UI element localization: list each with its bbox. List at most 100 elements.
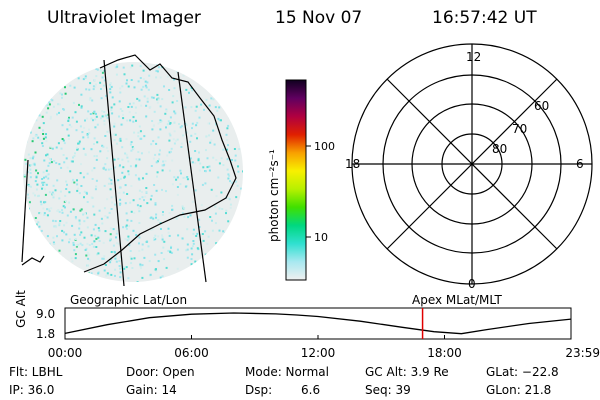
uv-speckle (201, 276, 204, 279)
uv-speckle (130, 149, 133, 152)
uv-speckle (209, 216, 212, 218)
uv-speckle (204, 170, 207, 173)
colorbar-label: photon cm⁻²s⁻¹ (267, 149, 281, 242)
uv-speckle (93, 110, 96, 113)
uv-speckle (140, 152, 143, 155)
uv-speckle (29, 230, 32, 233)
uv-speckle (42, 184, 45, 186)
uv-speckle (75, 62, 78, 65)
uv-speckle (161, 169, 164, 172)
uv-speckle (131, 146, 134, 149)
uv-speckle (200, 103, 203, 106)
uv-speckle (190, 211, 193, 213)
uv-speckle (41, 115, 44, 118)
uv-speckle (31, 157, 34, 160)
uv-speckle (182, 63, 185, 65)
uv-speckle (140, 88, 143, 91)
uv-speckle (53, 281, 56, 282)
uv-speckle (127, 235, 130, 238)
uv-speckle (139, 65, 142, 68)
uv-speckle (48, 103, 51, 106)
uv-speckle (35, 96, 38, 99)
uv-speckle (52, 255, 54, 258)
uv-speckle (70, 125, 73, 128)
uv-speckle (138, 125, 141, 128)
uv-speckle (95, 83, 97, 86)
uv-speckle (213, 143, 216, 146)
uv-speckle (63, 62, 65, 65)
uv-speckle (170, 147, 173, 150)
uv-speckle (176, 248, 179, 251)
uv-speckle (222, 94, 225, 96)
uv-speckle (82, 71, 85, 74)
uv-speckle (128, 111, 131, 114)
uv-speckle (118, 265, 121, 267)
uv-speckle (105, 146, 108, 149)
uv-speckle (79, 242, 82, 245)
uv-speckle (59, 275, 62, 278)
uv-speckle (126, 219, 129, 222)
uv-speckle (196, 121, 199, 124)
uv-speckle (65, 281, 68, 282)
uv-speckle (214, 205, 217, 208)
uv-speckle (110, 258, 113, 261)
uv-speckle (159, 119, 162, 122)
uv-speckle (242, 78, 243, 81)
uv-speckle (26, 121, 29, 124)
uv-speckle (168, 212, 171, 214)
uv-speckle (148, 151, 150, 154)
uv-speckle (191, 161, 194, 164)
uv-speckle (45, 274, 48, 277)
uv-speckle (39, 200, 42, 203)
uv-speckle (74, 216, 77, 218)
uv-speckle (194, 109, 197, 112)
glon-info: GLon: 21.8 (486, 383, 552, 397)
uv-speckle (32, 137, 35, 140)
uv-speckle (192, 242, 195, 245)
uv-speckle (31, 140, 34, 143)
polar-grid (351, 43, 593, 285)
meridian-line (177, 71, 207, 283)
uv-speckle (204, 81, 207, 84)
uv-speckle (159, 76, 162, 79)
uv-speckle (191, 89, 194, 92)
uv-speckle (74, 238, 77, 241)
uv-speckle (58, 210, 61, 213)
uv-speckle (60, 278, 63, 281)
uv-speckle (100, 88, 102, 90)
uv-speckle (113, 158, 116, 161)
mlt-label-12: 12 (466, 50, 481, 64)
uv-speckle (96, 253, 98, 256)
uv-speckle (103, 255, 106, 258)
uv-speckle (91, 242, 94, 245)
uv-speckle (74, 152, 76, 155)
uv-speckle (150, 143, 153, 146)
uv-speckle (48, 210, 51, 212)
uv-speckle (85, 191, 88, 194)
uv-speckle (84, 75, 87, 78)
uv-speckle (230, 109, 233, 112)
uv-speckle (232, 264, 235, 267)
uv-speckle (180, 146, 183, 148)
uv-speckle (198, 218, 201, 221)
uv-speckle (24, 158, 27, 161)
uv-speckle (93, 275, 96, 278)
uv-speckle (88, 244, 91, 246)
uv-speckle (115, 260, 118, 263)
uv-speckle (228, 198, 231, 201)
uv-speckle (150, 216, 153, 219)
uv-speckle (165, 110, 168, 112)
uv-speckle (156, 101, 159, 104)
uv-speckle (57, 260, 60, 263)
uv-speckle (43, 79, 46, 82)
uv-speckle (101, 76, 104, 79)
uv-speckle (81, 131, 84, 134)
uv-speckle (204, 182, 207, 185)
uv-speckle (157, 98, 160, 101)
uv-speckle (49, 158, 52, 161)
uv-speckle (222, 72, 224, 75)
gc-alt-xtick-label: 23:59 (565, 346, 600, 360)
uv-speckle (100, 217, 103, 220)
uv-speckle (155, 270, 158, 273)
